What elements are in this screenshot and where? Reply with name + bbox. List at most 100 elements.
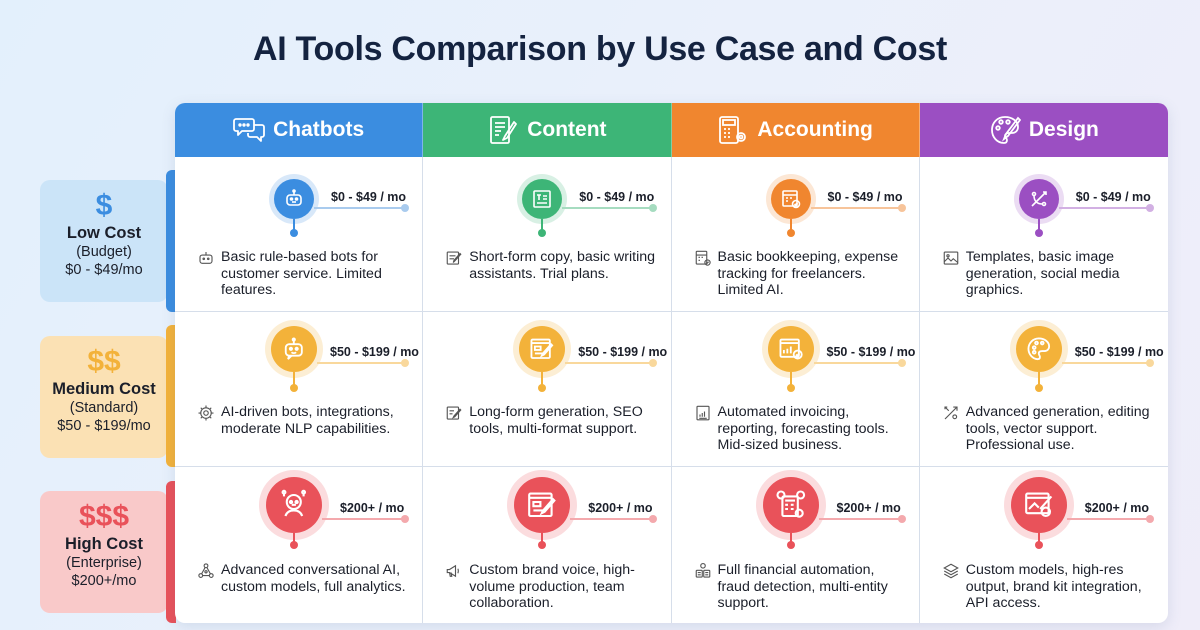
layers-icon bbox=[942, 563, 959, 579]
connector-dot bbox=[786, 384, 795, 392]
connector-dot bbox=[1034, 384, 1043, 392]
connector bbox=[789, 372, 792, 386]
cell-medium-design: $50 - $199 / mo Advanced generation, edi… bbox=[920, 312, 1168, 466]
description: Custom brand voice, high-volume producti… bbox=[445, 562, 656, 612]
cell-medium-accounting: $50 - $199 / mo Automated invoicing, rep… bbox=[672, 312, 920, 466]
connector-dot bbox=[290, 229, 298, 237]
robot-icon bbox=[199, 252, 213, 264]
connector-dot bbox=[786, 229, 795, 237]
tier-bar bbox=[166, 170, 176, 312]
palette-icon bbox=[1015, 326, 1062, 372]
cell-high-content: $200+ / mo Custom brand voice, high-volu… bbox=[423, 467, 672, 623]
finance-automation-icon bbox=[762, 477, 819, 533]
tier-range: $50 - $199/mo bbox=[57, 418, 151, 434]
column-header-chatbots: Chatbots bbox=[175, 103, 424, 157]
price-line bbox=[1066, 518, 1148, 520]
tier-bar bbox=[166, 481, 176, 623]
column-label: Chatbots bbox=[273, 118, 365, 141]
connector bbox=[541, 372, 544, 386]
price-dot bbox=[1145, 359, 1154, 367]
tier-subtitle: (Budget) bbox=[76, 244, 132, 260]
tier-medium-card: $$ Medium Cost (Standard) $50 - $199/mo bbox=[40, 336, 168, 458]
tier-name: Low Cost bbox=[66, 224, 142, 242]
cell-high-design: $200+ / mo Custom models, high-res outpu… bbox=[920, 467, 1168, 623]
tier-subtitle: (Standard) bbox=[69, 400, 139, 416]
cell-high-chatbots: $200+ / mo Advanced conversational AI, c… bbox=[175, 467, 424, 623]
description: Long-form generation, SEO tools, multi-f… bbox=[445, 404, 656, 437]
connector-dot bbox=[538, 229, 547, 237]
column-header-accounting: Accounting bbox=[671, 103, 920, 157]
robot-icon bbox=[274, 179, 314, 219]
price-dot bbox=[401, 515, 409, 523]
network-icon bbox=[198, 563, 214, 578]
price-line bbox=[322, 518, 403, 520]
connector bbox=[1037, 372, 1040, 386]
connector bbox=[293, 372, 295, 386]
tier-high-card: $$$ High Cost (Enterprise) $200+/mo bbox=[40, 491, 168, 613]
price-line bbox=[317, 362, 403, 364]
description: Basic rule-based bots for customer servi… bbox=[197, 249, 408, 299]
cell-high-accounting: $200+ / mo Full financial automation, fr… bbox=[672, 467, 920, 623]
coins-icon bbox=[695, 562, 710, 578]
calculator-check-icon bbox=[770, 179, 811, 219]
tier-range: $200+/mo bbox=[71, 573, 137, 589]
price-label: $0 - $49 / mo bbox=[579, 190, 655, 204]
cell-low-content: $0 - $49 / mo Short-form copy, basic wri… bbox=[423, 157, 672, 311]
cell-low-accounting: $0 - $49 / mo Basic bookkeeping, expense… bbox=[672, 157, 920, 311]
price-label: $0 - $49 / mo bbox=[1075, 190, 1151, 204]
description: Basic bookkeeping, expense tracking for … bbox=[694, 249, 905, 299]
report-chart-icon bbox=[695, 405, 710, 421]
megaphone-icon bbox=[446, 564, 460, 578]
page-title: AI Tools Comparison by Use Case and Cost bbox=[253, 30, 947, 68]
price-label: $200+ / mo bbox=[340, 501, 405, 515]
price-label: $0 - $49 / mo bbox=[331, 190, 407, 204]
table-row-low: $0 - $49 / mo Basic rule-based bots for … bbox=[175, 157, 1168, 312]
price-label: $200+ / mo bbox=[588, 501, 653, 515]
connector bbox=[541, 219, 544, 231]
connector-dot bbox=[1034, 229, 1043, 237]
description: AI-driven bots, integrations, moderate N… bbox=[197, 404, 408, 437]
price-label: $50 - $199 / mo bbox=[826, 345, 916, 359]
price-line bbox=[562, 207, 653, 209]
price-label: $200+ / mo bbox=[836, 501, 901, 515]
column-header-content: Content bbox=[423, 103, 672, 157]
price-dot bbox=[649, 515, 658, 523]
tier-bar bbox=[166, 325, 176, 467]
price-dot bbox=[897, 515, 906, 523]
table-row-medium: $50 - $199 / mo AI-driven bots, integrat… bbox=[175, 312, 1168, 467]
description: Advanced generation, editing tools, vect… bbox=[942, 404, 1154, 454]
cell-low-chatbots: $0 - $49 / mo Basic rule-based bots for … bbox=[175, 157, 424, 311]
image-icon bbox=[943, 251, 959, 265]
cell-medium-chatbots: $50 - $199 / mo AI-driven bots, integrat… bbox=[175, 312, 424, 466]
table-row-high: $200+ / mo Advanced conversational AI, c… bbox=[175, 467, 1168, 623]
tier-range: $0 - $49/mo bbox=[65, 262, 143, 278]
connector bbox=[1037, 533, 1040, 543]
chart-check-icon bbox=[767, 326, 814, 372]
tier-subtitle: (Enterprise) bbox=[66, 555, 142, 571]
price-label: $200+ / mo bbox=[1084, 501, 1150, 515]
description: Automated invoicing, reporting, forecast… bbox=[694, 404, 905, 454]
column-label: Content bbox=[527, 118, 607, 141]
connector-dot bbox=[786, 541, 795, 549]
connector bbox=[293, 219, 295, 231]
price-dot bbox=[1145, 204, 1154, 212]
image-brush-icon bbox=[1010, 477, 1067, 533]
palette-brush-icon bbox=[990, 116, 1021, 144]
connector bbox=[789, 219, 792, 231]
gear-icon bbox=[198, 405, 214, 421]
edit-document-icon bbox=[446, 251, 462, 265]
article-edit-icon bbox=[519, 326, 566, 372]
connector bbox=[293, 533, 295, 543]
calculator-check-icon bbox=[695, 250, 711, 266]
price-line bbox=[810, 207, 901, 209]
cell-medium-content: $50 - $199 / mo Long-form generation, SE… bbox=[423, 312, 672, 466]
price-line bbox=[1061, 362, 1148, 364]
description: Full financial automation, fraud detecti… bbox=[694, 562, 905, 612]
robot-chat-icon bbox=[271, 326, 317, 372]
column-headers: Chatbots Content Accounting Design bbox=[175, 103, 1168, 157]
document-pen-icon bbox=[490, 116, 518, 144]
calculator-gear-icon bbox=[719, 116, 747, 144]
price-dot bbox=[897, 359, 906, 367]
connector-dot bbox=[290, 384, 298, 392]
description: Advanced conversational AI, custom model… bbox=[197, 562, 408, 595]
